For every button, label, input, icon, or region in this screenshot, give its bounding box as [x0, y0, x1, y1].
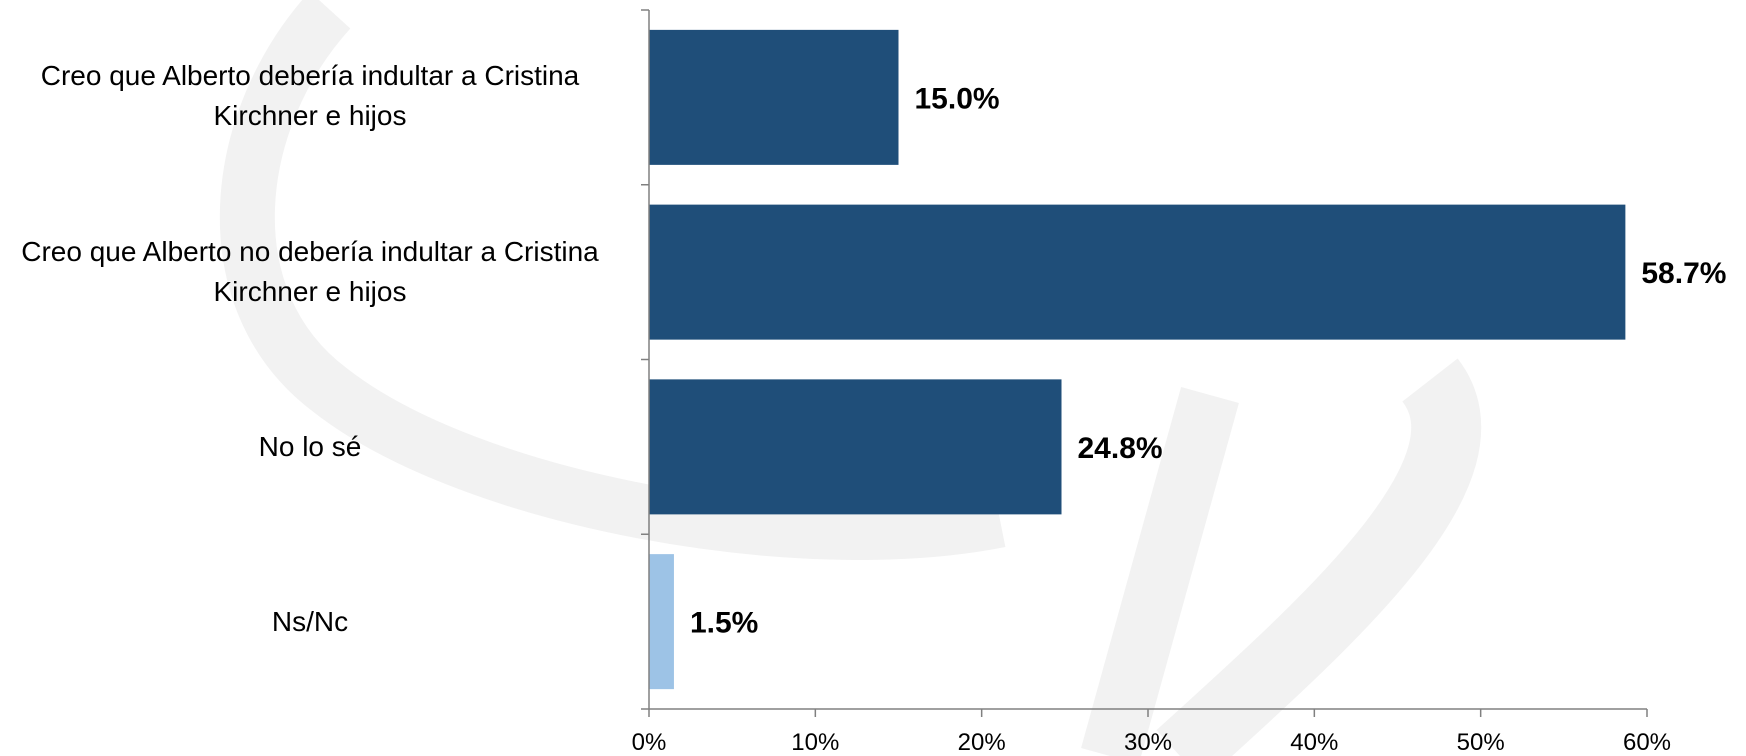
x-tick-label-0: 0% [632, 729, 667, 756]
x-tick-label-5: 50% [1457, 729, 1505, 756]
x-tick-label-3: 30% [1124, 729, 1172, 756]
watermark-logo [220, 0, 1482, 756]
data-label-3: 1.5% [690, 607, 758, 640]
x-tick-label-1: 10% [791, 729, 839, 756]
category-label-no-lo-se: No lo sé [258, 431, 362, 462]
x-tick-label-4: 40% [1290, 729, 1338, 756]
bar-3 [649, 554, 674, 690]
data-label-2: 24.8% [1078, 432, 1163, 465]
bar-2 [649, 379, 1062, 515]
category-label-no-indultar: Creo que Alberto no debería indultar a C… [21, 236, 599, 307]
category-label-ns-nc: Ns/Nc [271, 606, 349, 637]
bar-0 [649, 29, 899, 165]
category-label-indultar: Creo que Alberto debería indultar a Cris… [40, 60, 580, 131]
x-tick-label-2: 20% [958, 729, 1006, 756]
data-label-1: 58.7% [1641, 257, 1726, 290]
x-tick-label-6: 60% [1623, 729, 1671, 756]
data-label-0: 15.0% [915, 82, 1000, 115]
bar-1 [649, 204, 1626, 340]
